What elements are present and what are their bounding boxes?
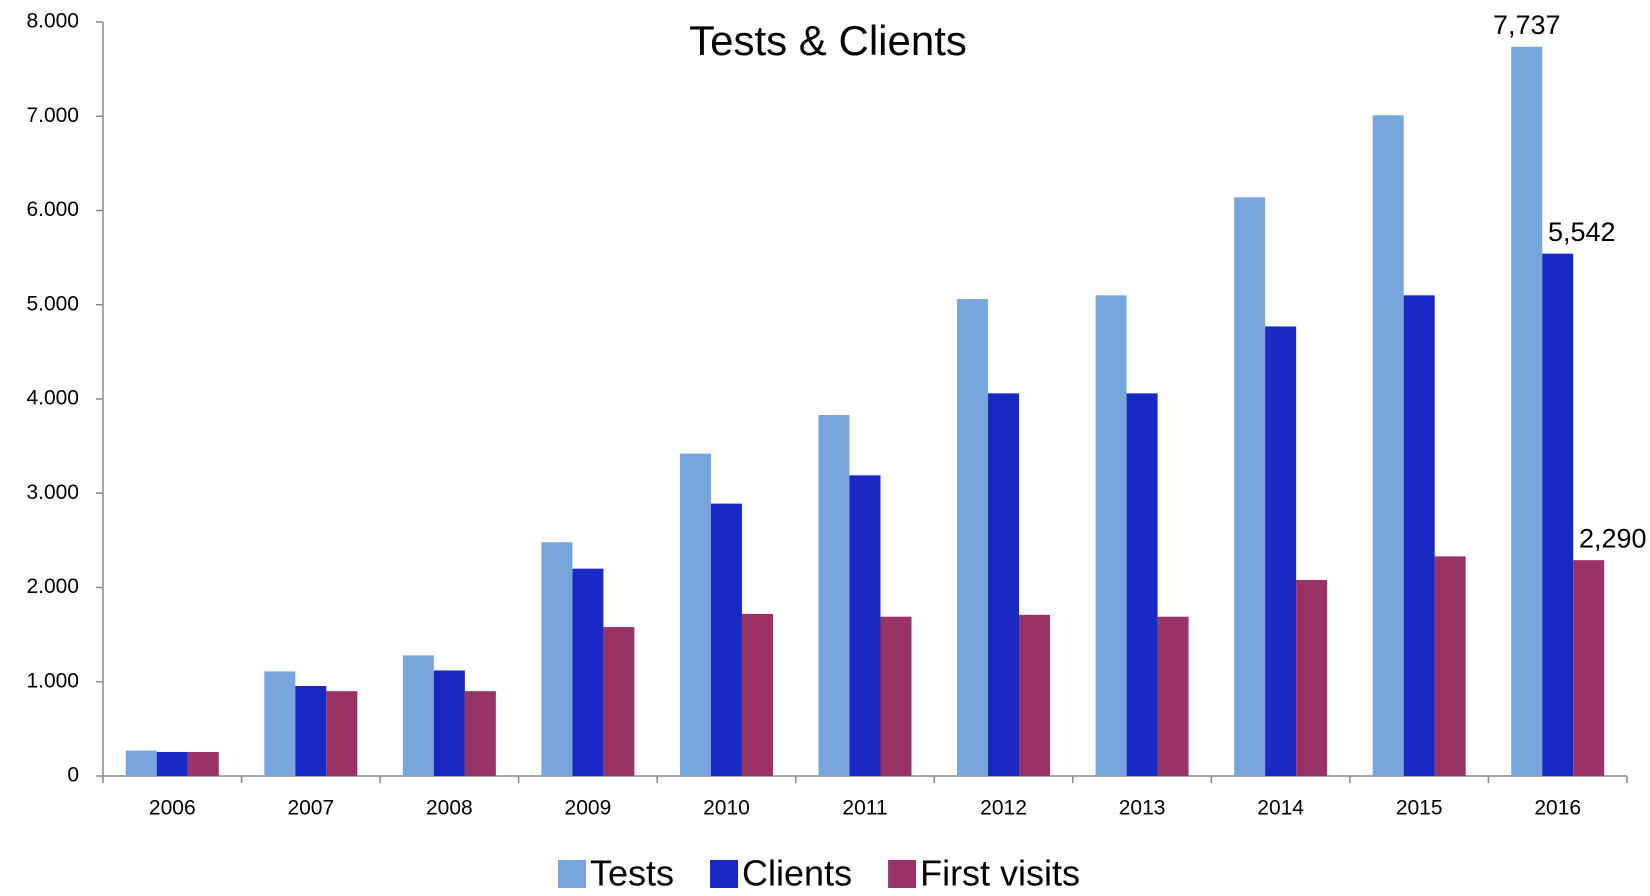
y-tick-label: 2.000 (26, 575, 79, 598)
x-tick-label: 2015 (1396, 797, 1443, 820)
bar (187, 751, 219, 776)
bar (433, 670, 465, 776)
y-tick-label: 6.000 (26, 198, 79, 221)
legend-swatch (558, 860, 586, 888)
bar (264, 671, 296, 776)
bar (572, 568, 604, 776)
y-tick-label: 8.000 (26, 10, 79, 33)
x-tick-label: 2013 (1119, 797, 1166, 820)
x-tick-label: 2016 (1534, 797, 1581, 820)
x-tick-label: 2010 (703, 797, 750, 820)
legend-label: Tests (590, 853, 674, 894)
bar (880, 616, 912, 776)
bar (156, 751, 188, 776)
legend-swatch (710, 860, 739, 888)
bar (1126, 393, 1158, 776)
bar (1434, 556, 1466, 776)
bar (849, 475, 881, 776)
x-tick-label: 2008 (426, 797, 473, 820)
bar (988, 393, 1020, 776)
x-tick-label: 2014 (1257, 797, 1304, 820)
y-tick-label: 3.000 (26, 481, 79, 504)
bar (1372, 115, 1404, 777)
bar (818, 415, 850, 776)
y-tick-label: 5.000 (26, 292, 79, 315)
y-tick-label: 1.000 (26, 669, 79, 692)
value-label: 5,542 (1548, 217, 1616, 247)
y-tick-label: 0 (67, 764, 79, 787)
legend-swatch (888, 860, 917, 888)
bar (1095, 295, 1127, 776)
chart-title: Tests & Clients (689, 17, 967, 64)
x-tick-label: 2011 (842, 797, 887, 820)
bar (603, 627, 635, 776)
legend-label: First visits (920, 853, 1080, 894)
value-label: 7,737 (1493, 10, 1561, 40)
y-tick-label: 4.000 (26, 387, 79, 410)
y-tick-label: 7.000 (26, 104, 79, 127)
bar (1157, 616, 1189, 776)
bar (1296, 579, 1328, 776)
bar (1403, 295, 1435, 776)
x-tick-label: 2009 (565, 797, 612, 820)
bar (710, 503, 742, 776)
value-label: 2,290 (1579, 523, 1647, 553)
bar (957, 299, 989, 776)
bar (1542, 253, 1574, 776)
bar (1511, 46, 1543, 777)
bar (402, 655, 434, 776)
bar (541, 542, 573, 776)
bar (1019, 614, 1051, 776)
x-tick-label: 2012 (980, 797, 1027, 820)
bar (1265, 326, 1297, 776)
bar (741, 613, 773, 776)
bar (125, 750, 157, 776)
bar (1573, 560, 1605, 776)
bar (326, 691, 358, 776)
bar (1234, 197, 1266, 776)
bar (295, 685, 327, 776)
x-tick-label: 2006 (149, 797, 196, 820)
legend-label: Clients (742, 853, 852, 894)
bar (679, 453, 711, 776)
bar (464, 691, 496, 776)
x-tick-label: 2007 (287, 797, 334, 820)
